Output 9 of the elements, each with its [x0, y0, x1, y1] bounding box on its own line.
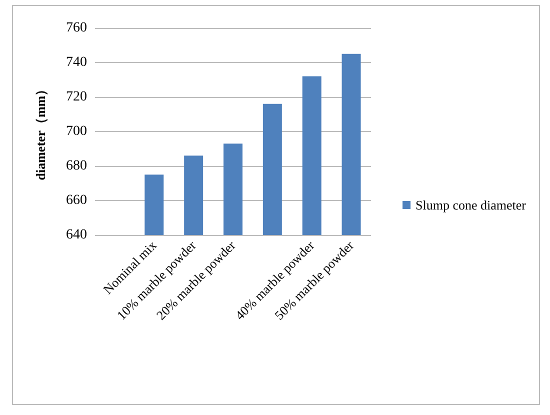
y-tick-label: 760	[66, 20, 87, 36]
y-tick-label: 640	[66, 228, 87, 242]
y-tick-label: 700	[66, 124, 87, 139]
y-tick-label: 680	[66, 158, 87, 174]
y-tick-label: 720	[66, 90, 87, 104]
legend-label: Slump cone diameter	[416, 198, 527, 212]
y-tick-label: 660	[66, 193, 87, 208]
y-tick-label: 740	[66, 55, 87, 70]
y-axis-title: diameter（mm）	[33, 82, 48, 180]
